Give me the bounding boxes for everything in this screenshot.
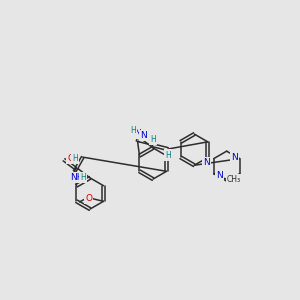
Text: H: H (130, 126, 136, 135)
Text: O: O (67, 154, 74, 163)
Text: N: N (231, 153, 238, 162)
Text: N: N (140, 131, 147, 140)
Text: H: H (166, 151, 171, 160)
Text: N: N (216, 171, 222, 180)
Text: H: H (150, 135, 156, 144)
Text: H: H (80, 173, 86, 182)
Text: CH₃: CH₃ (227, 175, 241, 184)
Text: H: H (73, 154, 78, 163)
Text: O: O (85, 194, 92, 203)
Text: N: N (134, 129, 140, 138)
Text: NH: NH (70, 173, 84, 182)
Text: N: N (203, 158, 210, 167)
